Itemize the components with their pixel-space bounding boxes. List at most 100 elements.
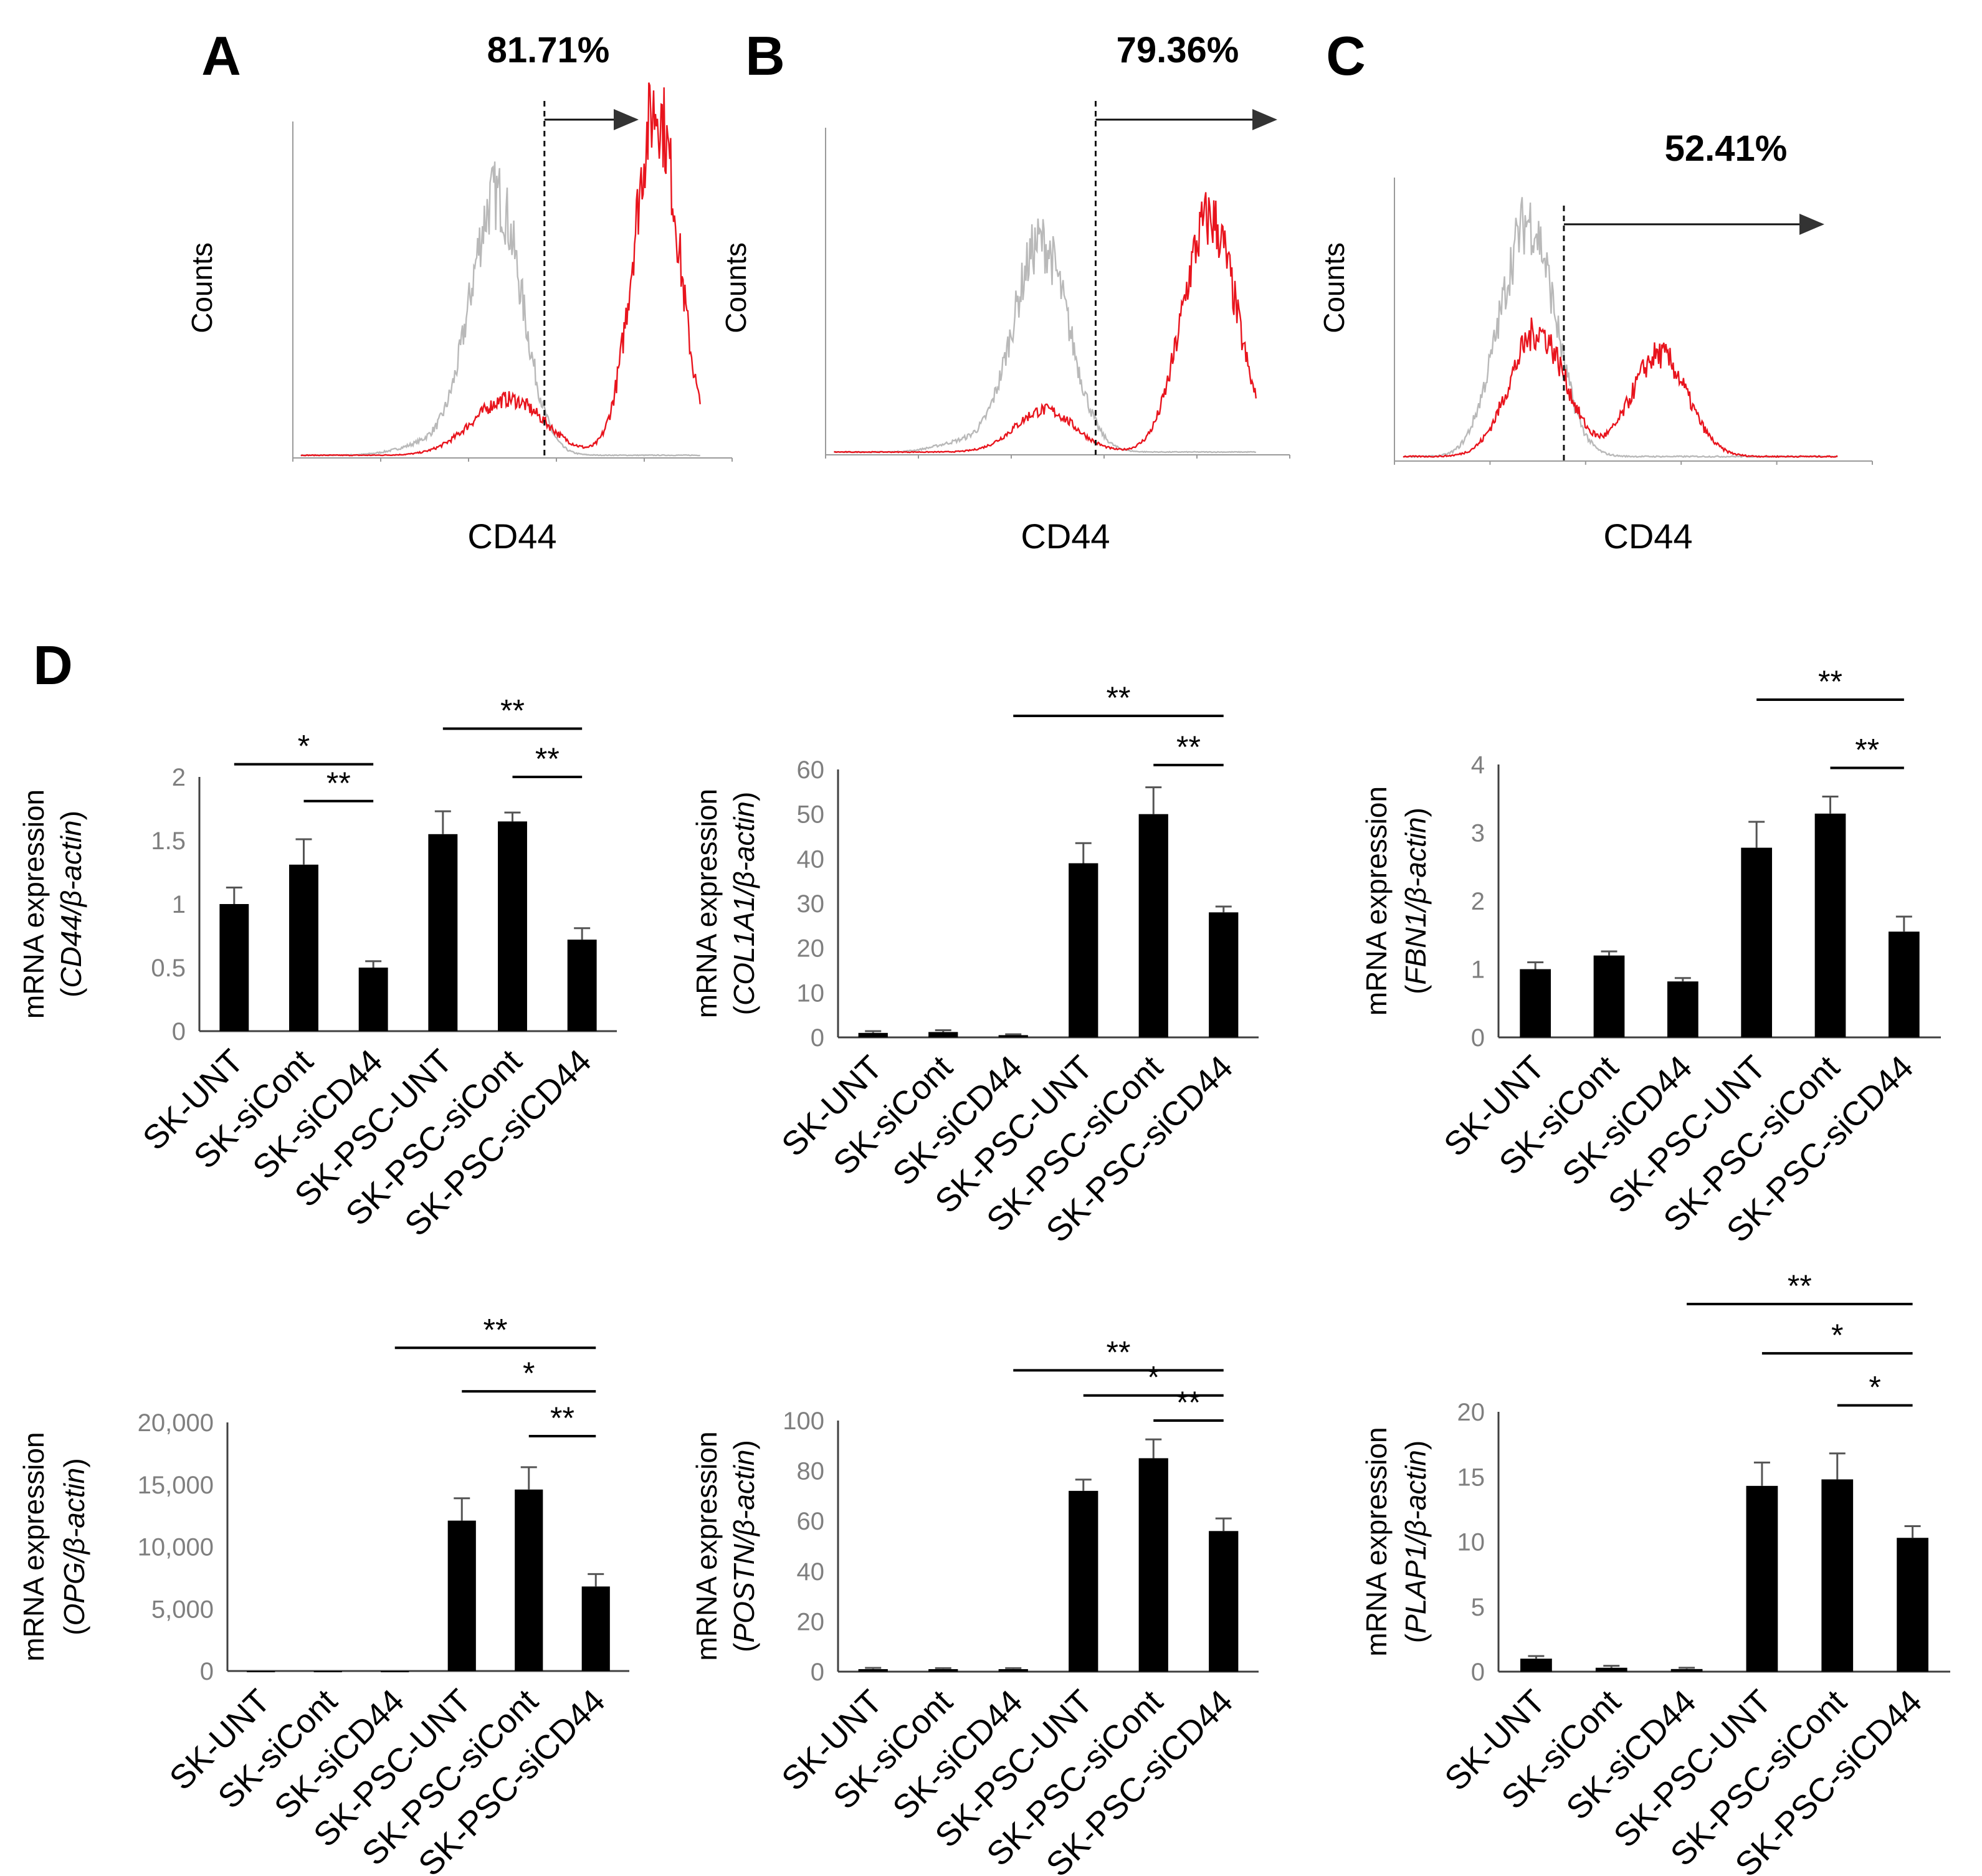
significance-label: *: [298, 729, 310, 764]
y-tick-label: 15: [1457, 1464, 1485, 1491]
normalizer: /β-actin: [728, 1449, 760, 1546]
y-tick-label: 2: [172, 764, 186, 791]
paren-close: ): [1399, 1440, 1432, 1450]
bar: [1069, 863, 1098, 1037]
y-tick-label: 1: [172, 891, 186, 918]
gene-name: FBN1: [1399, 912, 1432, 985]
histogram-panel-b: B 79.36% Counts CD44: [720, 25, 1290, 556]
bar: [428, 834, 458, 1031]
y-tick-label: 0: [1471, 1024, 1485, 1052]
bar: [1138, 1458, 1168, 1672]
bar: [381, 1671, 409, 1672]
y-tick-label: 20: [1457, 1399, 1485, 1426]
y-tick-label: 20,000: [138, 1409, 214, 1437]
significance-label: **: [1107, 1335, 1131, 1369]
panel-letter: D: [33, 634, 73, 696]
paren-close: ): [58, 1458, 90, 1467]
bar: [1670, 1669, 1703, 1672]
y-axis-label: mRNA expression: [690, 1431, 723, 1660]
bar-chart-opg: 05,00010,00015,00020,000SK-UNTSK-siContS…: [17, 1312, 629, 1876]
y-axis-sublabel: (CD44/β-actin): [55, 811, 87, 998]
significance-label: **: [326, 766, 351, 801]
y-tick-label: 20: [797, 1608, 825, 1636]
bar: [289, 864, 318, 1031]
gate-percent: 79.36%: [1117, 30, 1239, 70]
y-axis-sublabel: (OPG/β-actin): [58, 1458, 90, 1635]
paren-open: (: [1399, 984, 1432, 994]
y-axis-label: mRNA expression: [17, 1432, 50, 1661]
significance-label: *: [1148, 1360, 1160, 1395]
y-axis-label: mRNA expression: [17, 789, 50, 1019]
control-histogram-line: [300, 161, 700, 457]
x-axis-label: CD44: [467, 517, 556, 556]
bar: [998, 1035, 1028, 1037]
x-axis-label: CD44: [1603, 517, 1692, 556]
bar-chart-col1a1: 0102030405060SK-UNTSK-siContSK-siCD44SK-…: [690, 680, 1259, 1250]
bar: [1821, 1479, 1854, 1672]
y-tick-label: 20: [797, 935, 825, 963]
y-tick-label: 40: [797, 1558, 825, 1586]
paren-open: (: [58, 1626, 90, 1636]
bar: [1209, 1531, 1239, 1672]
y-axis-sublabel: (PLAP1/β-actin): [1399, 1440, 1432, 1643]
paren-open: (: [1399, 1633, 1432, 1643]
bar: [515, 1489, 543, 1671]
bar-chart-cd44: 00.511.52SK-UNTSK-siContSK-siCD44SK-PSC-…: [17, 693, 617, 1244]
significance-label: *: [523, 1356, 535, 1391]
arrow-head-icon: [1799, 214, 1824, 235]
significance-label: **: [1107, 680, 1131, 715]
sample-histogram-line: [1403, 317, 1838, 458]
y-tick-label: 3: [1471, 820, 1485, 847]
y-tick-label: 100: [783, 1407, 824, 1435]
paren-close: ): [728, 792, 760, 801]
significance-label: **: [1176, 1385, 1201, 1420]
paren-close: ): [55, 811, 87, 820]
sample-histogram-line: [300, 82, 701, 457]
y-tick-label: 4: [1471, 751, 1485, 779]
bar: [313, 1671, 342, 1672]
significance-label: **: [1788, 1269, 1812, 1303]
gene-name: CD44: [55, 915, 87, 988]
y-tick-label: 10: [797, 979, 825, 1007]
y-tick-label: 30: [797, 890, 825, 918]
paren-open: (: [55, 988, 87, 998]
y-tick-label: 15,000: [138, 1472, 214, 1499]
y-tick-label: 5: [1471, 1594, 1485, 1621]
panel-letter: A: [201, 25, 241, 87]
significance-label: **: [1818, 664, 1842, 699]
y-tick-label: 5,000: [151, 1596, 214, 1623]
y-axis-label: Counts: [720, 242, 752, 333]
y-tick-label: 10,000: [138, 1534, 214, 1561]
y-tick-label: 0: [811, 1659, 824, 1686]
bar: [1667, 981, 1699, 1037]
bar: [447, 1520, 476, 1671]
control-histogram-line: [834, 218, 1257, 454]
y-tick-label: 0: [172, 1018, 186, 1045]
y-tick-label: 60: [797, 1508, 825, 1535]
paren-close: ): [1399, 807, 1432, 817]
y-tick-label: 0: [200, 1658, 214, 1685]
x-axis-label: CD44: [1021, 517, 1110, 556]
bar: [1741, 847, 1773, 1037]
gate-percent: 52.41%: [1665, 128, 1788, 169]
panel-letter: B: [745, 25, 785, 87]
paren-close: ): [728, 1440, 760, 1449]
control-histogram-line: [1403, 197, 1838, 459]
significance-label: *: [1869, 1370, 1880, 1405]
arrow-head-icon: [1252, 109, 1277, 130]
y-tick-label: 1.5: [151, 827, 186, 855]
gene-name: POSTN: [728, 1543, 760, 1642]
significance-label: **: [535, 741, 560, 776]
bar: [1595, 1667, 1627, 1672]
y-tick-label: 1: [1471, 956, 1485, 984]
bar: [1069, 1490, 1098, 1672]
bar: [567, 940, 597, 1031]
normalizer: /β-actin: [728, 801, 760, 898]
bar: [358, 968, 388, 1031]
bar: [858, 1032, 888, 1037]
bar: [928, 1032, 958, 1037]
bar: [247, 1671, 275, 1672]
sample-histogram-line: [834, 192, 1257, 454]
bar-chart-fbn1: 01234SK-UNTSK-siContSK-siCD44SK-PSC-UNTS…: [1360, 664, 1941, 1250]
